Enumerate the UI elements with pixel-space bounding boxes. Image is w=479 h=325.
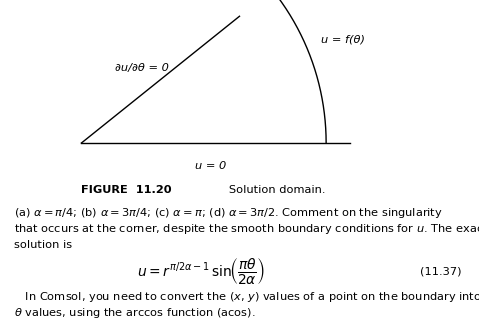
Text: (a) $\alpha = \pi/4$; (b) $\alpha = 3\pi/4$; (c) $\alpha = \pi$; (d) $\alpha = 3: (a) $\alpha = \pi/4$; (b) $\alpha = 3\pi…: [14, 206, 443, 220]
Text: solution is: solution is: [14, 240, 72, 250]
Text: ∂u/∂θ = 0: ∂u/∂θ = 0: [115, 63, 169, 73]
Text: (11.37): (11.37): [420, 266, 461, 276]
Text: u = f(θ): u = f(θ): [321, 34, 365, 44]
Text: FIGURE  11.20: FIGURE 11.20: [81, 185, 172, 195]
Text: u = 0: u = 0: [195, 161, 227, 171]
Text: $\theta$ values, using the arccos function (acos).: $\theta$ values, using the arccos functi…: [14, 306, 256, 320]
Text: Solution domain.: Solution domain.: [218, 185, 325, 195]
Text: $u = r^{\pi/2\alpha - 1}\,\mathrm{sin}\!\left(\dfrac{\pi\theta}{2\alpha}\right)$: $u = r^{\pi/2\alpha - 1}\,\mathrm{sin}\!…: [137, 256, 265, 286]
Text: In Comsol, you need to convert the ($x$, $y$) values of a point on the boundary : In Comsol, you need to convert the ($x$,…: [14, 290, 479, 305]
Text: that occurs at the corner, despite the smooth boundary conditions for $u$. The e: that occurs at the corner, despite the s…: [14, 222, 479, 236]
